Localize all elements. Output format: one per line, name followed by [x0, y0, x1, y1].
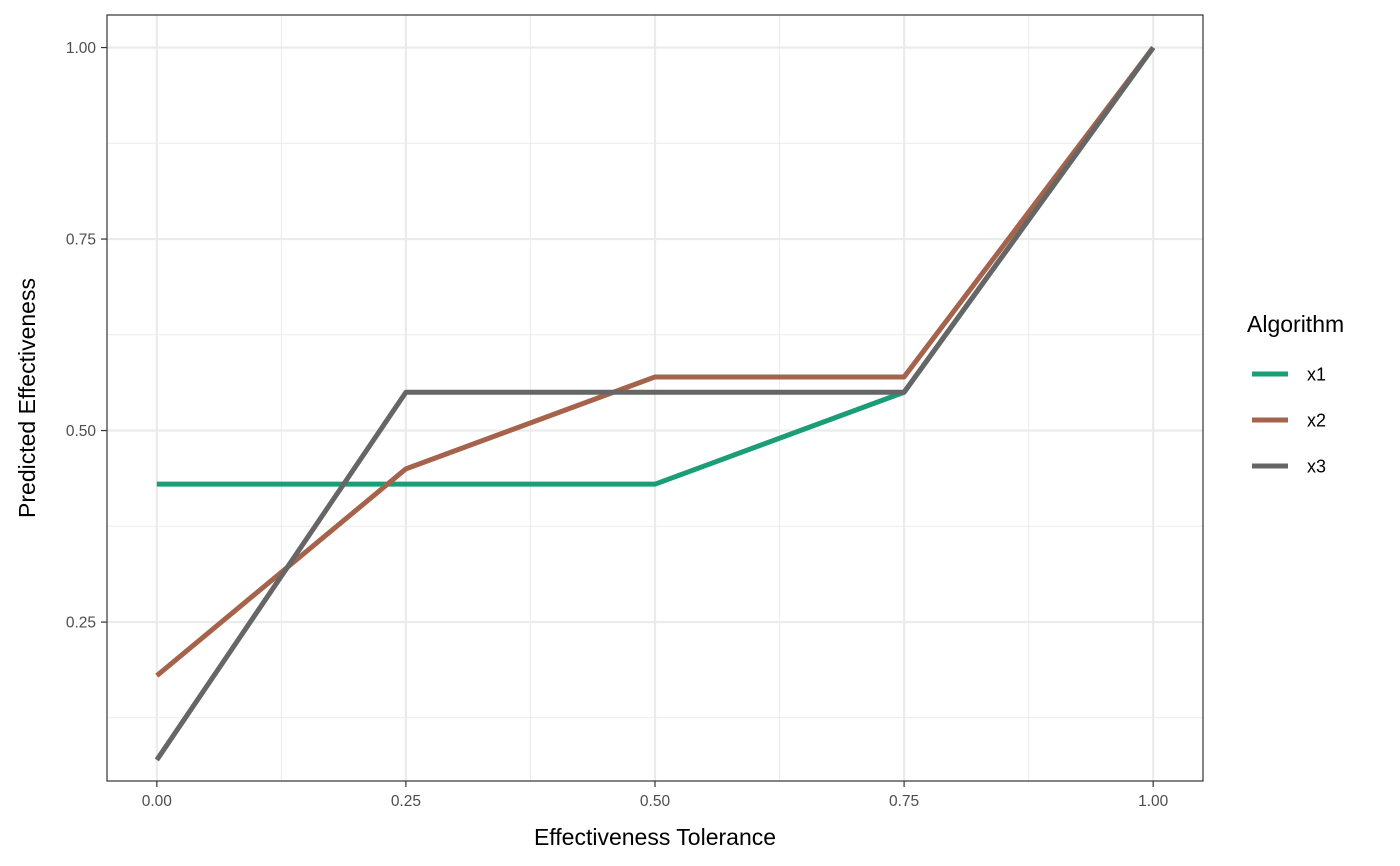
legend-label-x3: x3	[1307, 457, 1326, 477]
x-tick-label: 0.75	[889, 793, 919, 810]
series-lines	[154, 46, 1156, 762]
y-tick-label: 0.50	[66, 423, 97, 440]
x-axis: 0.00 0.25 0.50 0.75 1.00	[142, 781, 1169, 810]
series-line-x2	[155, 46, 1156, 678]
legend-items: x1 x2 x3	[1252, 365, 1326, 477]
y-tick-label: 1.00	[66, 40, 97, 57]
major-gridlines	[107, 15, 1203, 781]
y-axis: 0.25 0.50 0.75 1.00	[66, 40, 107, 632]
x-tick-label: 1.00	[1138, 793, 1169, 810]
x-tick-label: 0.25	[391, 793, 421, 810]
legend-title: Algorithm	[1247, 311, 1344, 337]
legend: Algorithm x1 x2 x3	[1247, 311, 1344, 477]
x-tick-label: 0.50	[640, 793, 671, 810]
y-axis-title: Predicted Effectiveness	[14, 278, 40, 518]
series-line-x3	[154, 46, 1156, 762]
x-axis-title: Effectiveness Tolerance	[534, 824, 776, 850]
legend-label-x1: x1	[1307, 365, 1326, 385]
y-tick-label: 0.75	[66, 232, 96, 249]
y-tick-label: 0.25	[66, 615, 96, 632]
legend-label-x2: x2	[1307, 411, 1326, 431]
x-tick-label: 0.00	[142, 793, 173, 810]
